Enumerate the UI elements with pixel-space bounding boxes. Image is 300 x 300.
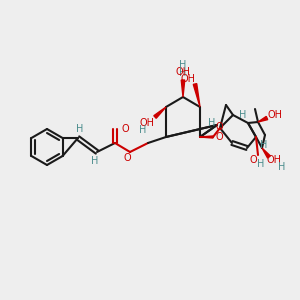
Polygon shape <box>154 107 166 118</box>
Text: H: H <box>139 125 147 135</box>
Text: H: H <box>260 140 268 150</box>
Polygon shape <box>193 84 200 107</box>
Text: O: O <box>249 155 257 165</box>
Text: H: H <box>179 68 187 78</box>
Text: OH: OH <box>140 118 154 128</box>
Text: OH: OH <box>266 155 281 165</box>
Text: H: H <box>76 124 84 134</box>
Polygon shape <box>200 136 213 138</box>
Text: O: O <box>215 132 223 142</box>
Text: H: H <box>239 110 247 120</box>
Text: O: O <box>123 153 131 163</box>
Polygon shape <box>262 148 270 158</box>
Text: OH: OH <box>181 74 196 84</box>
Polygon shape <box>258 116 268 122</box>
Text: H: H <box>91 156 99 166</box>
Text: O: O <box>215 122 223 132</box>
Text: H: H <box>257 159 265 169</box>
Text: H: H <box>179 60 187 70</box>
Text: OH: OH <box>176 67 190 77</box>
Polygon shape <box>181 80 185 97</box>
Text: H: H <box>208 118 216 128</box>
Text: H: H <box>278 162 286 172</box>
Text: OH: OH <box>268 110 283 120</box>
Text: O: O <box>121 124 129 134</box>
